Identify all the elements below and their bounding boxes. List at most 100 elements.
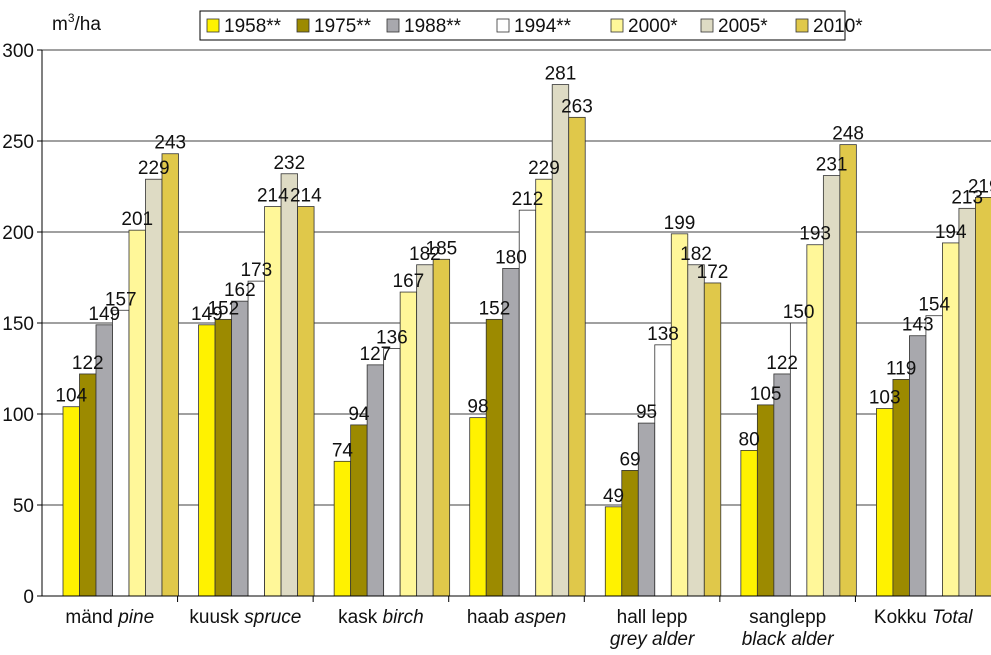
value-label: 182 xyxy=(680,244,712,265)
y-tick-label: 0 xyxy=(23,587,34,608)
value-label: 248 xyxy=(832,124,864,145)
bar xyxy=(925,315,943,597)
legend-label: 1958** xyxy=(224,16,282,37)
bar xyxy=(568,116,586,597)
bar xyxy=(350,424,368,597)
value-label: 182 xyxy=(409,244,441,265)
legend-label: 2005* xyxy=(718,16,768,37)
value-label: 243 xyxy=(154,133,186,154)
value-label: 94 xyxy=(348,404,370,425)
value-label: 201 xyxy=(121,209,153,230)
value-label: 149 xyxy=(191,304,223,325)
bar xyxy=(975,197,991,597)
bar xyxy=(198,324,216,597)
bar xyxy=(703,282,722,597)
legend-swatch xyxy=(700,18,714,33)
x-category-label-estonian: kuusk xyxy=(189,607,239,628)
bar xyxy=(654,344,672,597)
x-category-label: kuusk spruce xyxy=(189,607,301,628)
legend-label: 2000* xyxy=(628,16,678,37)
bar xyxy=(79,373,97,597)
legend-swatch xyxy=(795,18,809,33)
x-category-label-english: Total xyxy=(932,607,973,628)
value-label: 143 xyxy=(902,315,934,336)
x-category-label-estonian: mänd xyxy=(65,607,113,628)
value-label: 103 xyxy=(869,388,901,409)
value-label: 193 xyxy=(799,224,831,245)
x-category-label: hall lepp xyxy=(617,607,688,628)
value-label: 74 xyxy=(332,440,354,461)
bar xyxy=(876,408,894,597)
x-category-label: sanglepp xyxy=(749,607,826,628)
x-category-label-estonian: kask xyxy=(338,607,378,628)
value-label: 149 xyxy=(88,304,120,325)
bar xyxy=(247,280,265,597)
y-tick-label: 50 xyxy=(13,496,34,517)
bar xyxy=(773,373,791,597)
value-label: 95 xyxy=(636,402,657,423)
y-tick-label: 300 xyxy=(2,41,34,62)
bar xyxy=(231,300,249,597)
bar xyxy=(740,449,758,597)
x-category-label-estonian: Kokku xyxy=(874,607,927,628)
bar xyxy=(62,406,80,597)
value-label: 138 xyxy=(647,324,679,345)
value-label: 281 xyxy=(545,64,577,85)
bar xyxy=(485,318,504,597)
bar xyxy=(161,153,179,597)
legend-label: 1988** xyxy=(404,16,462,37)
y-tick-label: 200 xyxy=(2,223,34,244)
bar xyxy=(145,178,163,597)
bar xyxy=(280,173,298,597)
x-category-label: kask birch xyxy=(338,607,424,628)
y-tick-label: 150 xyxy=(2,314,34,335)
value-label: 231 xyxy=(816,155,848,176)
bar xyxy=(687,264,705,597)
bar xyxy=(839,144,857,597)
legend-swatch xyxy=(610,18,624,33)
bar xyxy=(756,404,775,597)
value-label: 49 xyxy=(603,486,624,507)
x-category-label-english: grey alder xyxy=(610,629,695,650)
bars xyxy=(62,84,991,597)
value-label: 180 xyxy=(495,247,527,268)
value-label: 185 xyxy=(426,238,458,259)
value-label: 213 xyxy=(951,187,983,208)
bar xyxy=(621,470,639,597)
x-category-label-english: birch xyxy=(383,607,424,628)
bar xyxy=(670,233,689,597)
value-label: 219 xyxy=(968,176,991,197)
bar xyxy=(535,178,553,597)
value-label: 263 xyxy=(561,96,593,117)
bar xyxy=(892,379,910,597)
value-label: 212 xyxy=(512,189,544,210)
x-category-label-estonian: haab xyxy=(467,607,509,628)
bar xyxy=(469,417,487,597)
value-label: 136 xyxy=(376,327,408,348)
x-category-label-english: pine xyxy=(117,607,154,628)
value-label: 105 xyxy=(750,384,782,405)
value-label: 104 xyxy=(55,386,87,407)
value-label: 119 xyxy=(886,358,916,379)
value-label: 122 xyxy=(72,353,104,374)
bar xyxy=(416,264,434,597)
value-label: 214 xyxy=(257,186,289,207)
bar xyxy=(128,229,146,597)
legend-swatch xyxy=(386,18,400,33)
x-category-label-english: spruce xyxy=(244,607,301,628)
x-category-label: haab aspen xyxy=(467,607,566,628)
bar xyxy=(806,244,824,597)
value-label: 80 xyxy=(739,429,760,450)
value-label: 194 xyxy=(935,222,967,243)
y-axis-unit-label: m3/ha xyxy=(52,11,101,35)
y-tick-label: 100 xyxy=(2,405,34,426)
bar xyxy=(958,207,976,597)
y-tick-label: 250 xyxy=(2,132,34,153)
legend-swatch xyxy=(206,18,220,33)
value-label: 229 xyxy=(528,158,560,179)
x-category-label-english: black alder xyxy=(742,629,835,650)
value-label: 214 xyxy=(290,186,322,207)
value-label: 150 xyxy=(783,302,815,323)
